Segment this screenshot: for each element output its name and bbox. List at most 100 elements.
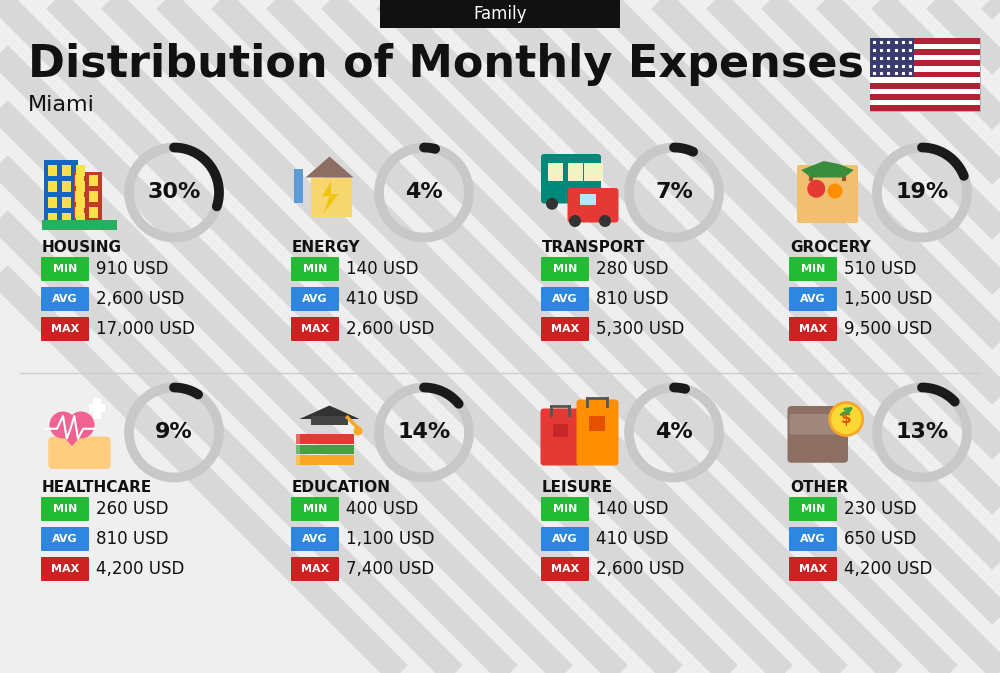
Text: MAX: MAX [301,324,329,334]
Polygon shape [51,423,93,446]
Circle shape [68,411,94,439]
Text: AVG: AVG [552,534,578,544]
Text: AVG: AVG [302,294,328,304]
FancyBboxPatch shape [870,55,980,61]
FancyBboxPatch shape [870,100,980,106]
Text: MAX: MAX [799,324,827,334]
FancyBboxPatch shape [541,317,589,341]
FancyBboxPatch shape [296,455,300,465]
FancyBboxPatch shape [296,444,300,454]
FancyBboxPatch shape [568,163,583,181]
Text: 230 USD: 230 USD [844,500,917,518]
Text: 1,100 USD: 1,100 USD [346,530,434,548]
Text: 17,000 USD: 17,000 USD [96,320,195,338]
FancyBboxPatch shape [76,213,85,224]
FancyBboxPatch shape [789,497,837,521]
FancyBboxPatch shape [870,38,980,111]
FancyBboxPatch shape [62,181,71,192]
FancyBboxPatch shape [75,190,84,201]
Text: 140 USD: 140 USD [346,260,418,278]
FancyBboxPatch shape [789,287,837,311]
Text: MIN: MIN [801,264,825,274]
FancyBboxPatch shape [48,437,111,469]
Text: ENERGY: ENERGY [292,240,360,255]
FancyBboxPatch shape [48,165,57,176]
Text: OTHER: OTHER [790,480,848,495]
Text: AVG: AVG [800,534,826,544]
Text: 260 USD: 260 USD [96,500,168,518]
Text: 510 USD: 510 USD [844,260,916,278]
Circle shape [574,198,586,210]
Polygon shape [306,157,354,178]
FancyBboxPatch shape [75,174,84,186]
FancyBboxPatch shape [380,0,620,28]
FancyBboxPatch shape [89,190,98,201]
FancyBboxPatch shape [540,409,580,466]
Text: 2,600 USD: 2,600 USD [346,320,434,338]
FancyBboxPatch shape [294,168,303,197]
FancyBboxPatch shape [296,434,354,444]
FancyBboxPatch shape [48,197,57,208]
Text: 4,200 USD: 4,200 USD [844,560,932,578]
FancyBboxPatch shape [76,181,85,192]
Text: 7%: 7% [655,182,693,203]
FancyBboxPatch shape [568,188,618,223]
Text: AVG: AVG [52,294,78,304]
FancyBboxPatch shape [541,557,589,581]
FancyBboxPatch shape [76,197,85,208]
Text: 910 USD: 910 USD [96,260,168,278]
FancyBboxPatch shape [42,219,117,230]
FancyBboxPatch shape [788,406,848,463]
FancyBboxPatch shape [296,455,354,465]
Circle shape [546,198,558,210]
FancyBboxPatch shape [41,497,89,521]
FancyBboxPatch shape [48,181,57,192]
Text: 9,500 USD: 9,500 USD [844,320,932,338]
FancyBboxPatch shape [797,165,858,223]
Text: EDUCATION: EDUCATION [292,480,391,495]
Text: LEISURE: LEISURE [542,480,613,495]
FancyBboxPatch shape [48,213,57,224]
Text: MIN: MIN [53,264,77,274]
FancyBboxPatch shape [870,83,980,89]
FancyBboxPatch shape [870,77,980,83]
FancyBboxPatch shape [62,197,71,208]
FancyBboxPatch shape [548,163,563,181]
Text: AVG: AVG [52,534,78,544]
FancyBboxPatch shape [311,178,352,217]
FancyBboxPatch shape [789,257,837,281]
Text: $: $ [841,411,852,427]
FancyBboxPatch shape [541,527,589,551]
Circle shape [807,180,825,198]
FancyBboxPatch shape [576,400,618,466]
Text: Distribution of Monthly Expenses: Distribution of Monthly Expenses [28,44,864,87]
Text: 19%: 19% [895,182,949,203]
FancyBboxPatch shape [291,257,339,281]
FancyBboxPatch shape [870,66,980,72]
FancyBboxPatch shape [89,207,98,217]
FancyBboxPatch shape [588,416,605,431]
Text: GROCERY: GROCERY [790,240,871,255]
Text: 4,200 USD: 4,200 USD [96,560,184,578]
FancyBboxPatch shape [291,287,339,311]
Text: HEALTHCARE: HEALTHCARE [42,480,152,495]
Circle shape [354,427,362,435]
Text: AVG: AVG [302,534,328,544]
FancyBboxPatch shape [588,163,603,181]
FancyBboxPatch shape [870,72,980,77]
Text: 30%: 30% [147,182,201,203]
Text: MAX: MAX [799,564,827,574]
Circle shape [50,411,76,439]
FancyBboxPatch shape [580,194,596,205]
Polygon shape [801,161,854,178]
FancyBboxPatch shape [790,414,846,435]
FancyBboxPatch shape [870,44,980,49]
Text: 5,300 USD: 5,300 USD [596,320,684,338]
Text: 13%: 13% [895,423,949,443]
Text: MIN: MIN [801,504,825,514]
FancyBboxPatch shape [294,194,303,203]
Text: 1,500 USD: 1,500 USD [844,290,932,308]
FancyBboxPatch shape [541,497,589,521]
FancyBboxPatch shape [41,317,89,341]
FancyBboxPatch shape [76,165,85,176]
